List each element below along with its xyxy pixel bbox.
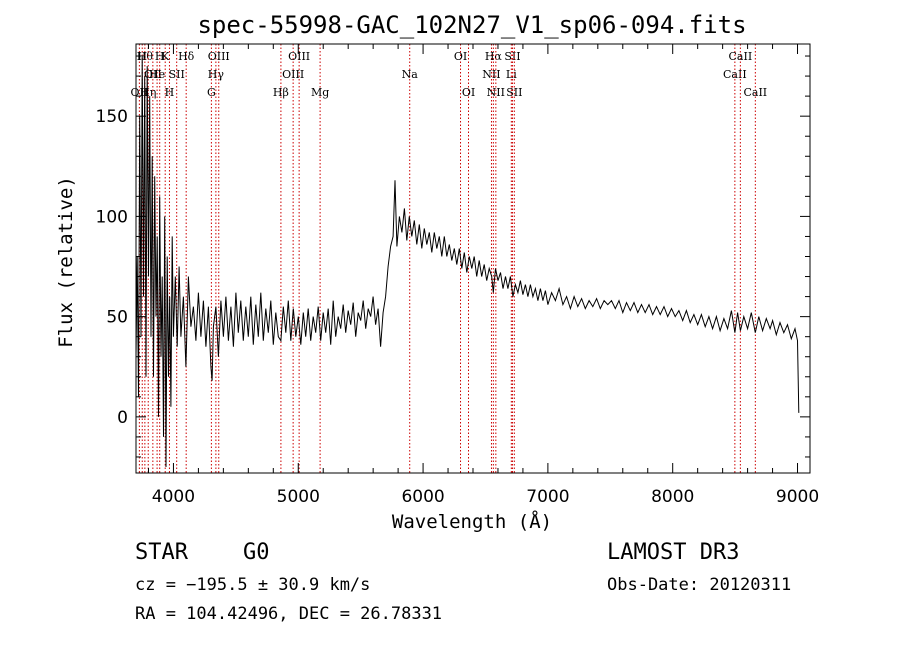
line-label-10: Hδ xyxy=(178,50,195,63)
line-label-29: CaII xyxy=(743,86,767,99)
y-tick-label-0: 0 xyxy=(117,408,128,428)
flux-series xyxy=(136,55,800,468)
line-label-19: OI xyxy=(454,50,467,63)
line-label-12: Hγ xyxy=(208,68,225,81)
line-label-17: Mg xyxy=(311,86,329,99)
classification-label: STAR xyxy=(135,540,188,565)
line-label-6: H xyxy=(155,50,165,63)
x-tick-label-0: 4000 xyxy=(152,487,195,507)
line-label-9: SII xyxy=(169,68,185,81)
line-label-5: He xyxy=(149,68,165,81)
subclass-label: G0 xyxy=(243,540,270,565)
chart-title: spec-55998-GAC_102N27_V1_sp06-094.fits xyxy=(197,11,746,39)
line-label-22: Hα xyxy=(485,50,503,63)
line-label-7: K xyxy=(161,50,170,63)
survey-label: LAMOST DR3 xyxy=(607,540,740,565)
redshift-label: cz = −195.5 ± 30.9 km/s xyxy=(135,575,371,595)
line-label-28: CaII xyxy=(729,50,753,63)
y-tick-label-1: 50 xyxy=(106,308,128,328)
y-tick-label-2: 100 xyxy=(96,207,128,227)
line-label-18: Na xyxy=(402,68,419,81)
obs-date-label: Obs-Date: 20120311 xyxy=(607,575,792,595)
line-label-20: OI xyxy=(462,86,475,99)
line-label-25: SII xyxy=(504,50,520,63)
line-label-21: NII xyxy=(482,68,500,81)
x-axis-label: Wavelength (Å) xyxy=(392,510,552,533)
line-label-15: OIII xyxy=(282,68,304,81)
line-label-2: Hθ xyxy=(137,50,154,63)
line-label-16: OIII xyxy=(288,50,310,63)
y-axis-label: Flux (relative) xyxy=(55,176,77,348)
spectral-lines: OIIHHθHηOIIHeHKHSIIHδGHγOIIIHβOIIIOIIIMg… xyxy=(131,44,767,473)
line-label-24: Li xyxy=(506,68,517,81)
line-label-13: OIII xyxy=(208,50,230,63)
line-label-27: CaII xyxy=(723,68,747,81)
x-tick-label-5: 9000 xyxy=(776,487,819,507)
line-label-0: OII xyxy=(131,86,149,99)
line-label-23: NII xyxy=(487,86,505,99)
x-tick-label-3: 7000 xyxy=(526,487,569,507)
line-label-8: H xyxy=(165,86,175,99)
line-label-11: G xyxy=(207,86,216,99)
x-tick-label-2: 6000 xyxy=(401,487,444,507)
plot-frame xyxy=(135,43,811,474)
line-label-14: Hβ xyxy=(273,86,289,99)
series-line-0 xyxy=(136,55,800,468)
line-label-26: SII xyxy=(506,86,522,99)
line-label-4: OII xyxy=(144,68,162,81)
x-tick-label-4: 8000 xyxy=(651,487,694,507)
x-tick-label-1: 5000 xyxy=(277,487,320,507)
axes: 4000 5000 6000 7000 8000 9000 0 50 100 150 xyxy=(96,44,819,507)
coords-label: RA = 104.42496, DEC = 26.78331 xyxy=(135,604,443,624)
y-tick-label-3: 150 xyxy=(96,107,128,127)
